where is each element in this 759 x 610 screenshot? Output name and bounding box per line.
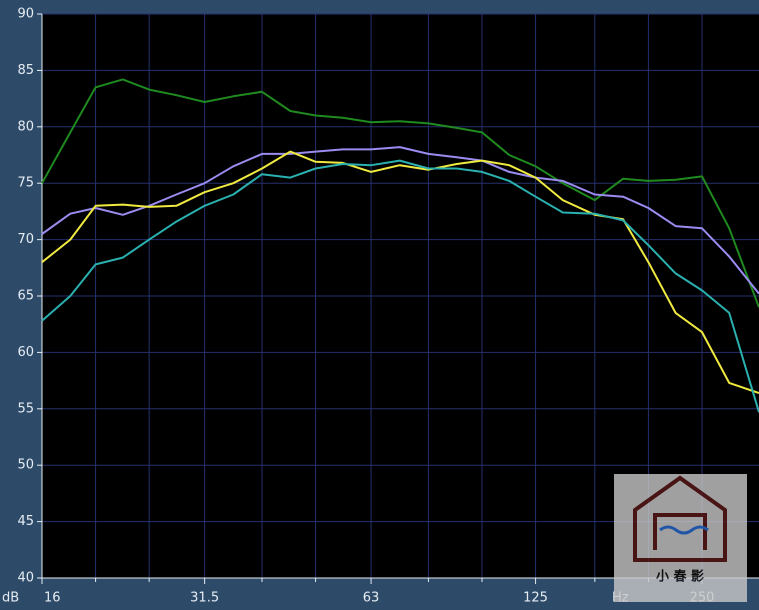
x-tick-label: 31.5 — [190, 591, 219, 606]
y-tick-label: 45 — [17, 514, 34, 529]
watermark-text: 小 春 影 — [656, 569, 704, 585]
y-tick-label: 80 — [17, 119, 34, 134]
y-tick-label: 50 — [17, 458, 34, 473]
y-tick-label: 60 — [17, 345, 34, 360]
x-tick-label: 125 — [523, 591, 548, 606]
y-tick-label: 70 — [17, 232, 34, 247]
series-line — [41, 78, 759, 308]
y-tick-label: 55 — [17, 401, 34, 416]
y-tick-label: 40 — [17, 571, 34, 586]
series-line — [41, 150, 759, 394]
watermark: 小 春 影 — [614, 474, 747, 602]
y-tick-label: 85 — [17, 63, 34, 78]
y-tick-label: 65 — [17, 289, 34, 304]
series-line — [41, 159, 759, 413]
y-unit: dB — [2, 591, 19, 606]
x-tick-label: 63 — [363, 591, 380, 606]
watermark-wave — [659, 525, 709, 535]
series-line — [41, 146, 759, 295]
watermark-logo — [633, 475, 727, 562]
y-tick-label: 90 — [17, 7, 34, 22]
y-tick-label: 75 — [17, 176, 34, 191]
x-tick-label: 16 — [44, 591, 61, 606]
